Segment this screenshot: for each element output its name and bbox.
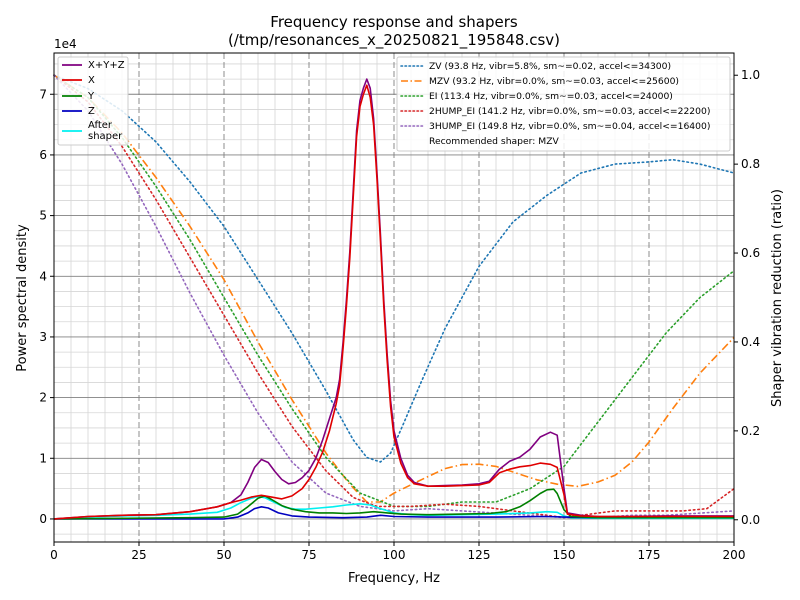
psd-line-1 [53, 84, 734, 520]
legend-psd-box [57, 56, 129, 146]
shaper-line-4 [53, 74, 735, 519]
x-tick-label: 25 [131, 548, 146, 562]
y-axis-title-left: Power spectral density [15, 224, 30, 372]
y-right-tick-label: 1.0 [741, 68, 760, 82]
legend-z-label: Z [88, 106, 95, 117]
x-tick-label: 50 [216, 548, 231, 562]
y-right-tick-label: 0.0 [741, 513, 760, 527]
psd-line-2 [53, 488, 734, 520]
y-tick-label: 2 [39, 391, 47, 405]
legend-ei-label: EI (113.4 Hz, vibr=0.0%, sm~=0.03, accel… [429, 91, 673, 102]
psd-line-0 [53, 78, 734, 520]
legend-recommended-label: Recommended shaper: MZV [429, 136, 559, 147]
chart-title-line1: Frequency response and shapers [270, 13, 518, 31]
y-right-tick-label: 0.8 [741, 157, 760, 171]
shaper-line-1 [53, 74, 735, 503]
x-tick-label: 150 [553, 548, 576, 562]
x-tick-label: 175 [638, 548, 661, 562]
legend-x-label: X [88, 75, 95, 86]
x-tick-label: 0 [50, 548, 58, 562]
y-tick-label: 4 [39, 269, 47, 283]
x-tick-label: 125 [468, 548, 491, 562]
x-tick-label: 100 [383, 548, 406, 562]
legend-after-label: After shaper [88, 120, 123, 142]
y-tick-label: 3 [39, 330, 47, 344]
x-axis-title: Frequency, Hz [348, 571, 440, 586]
shaper-line-0 [53, 74, 735, 463]
y-scale-multiplier: 1e4 [54, 37, 77, 51]
shaper-line-3 [53, 74, 735, 519]
y-right-tick-label: 0.6 [741, 246, 760, 260]
axis-ticks: 0 25 50 75 100 125 150 175 200 0 1 2 3 4 5 6 7 0.0 0.2 0.4 0… [39, 68, 760, 562]
shaper-series-layer [53, 74, 735, 519]
y-right-tick-label: 0.2 [741, 424, 760, 438]
legend-3hump-label: 3HUMP_EI (149.8 Hz, vibr=0.0%, sm~=0.04,… [429, 121, 710, 132]
legend-shapers: ZV (93.8 Hz, vibr=5.8%, sm~=0.02, accel<… [396, 56, 731, 152]
psd-line-4 [53, 495, 734, 520]
y-tick-label: 1 [39, 451, 47, 465]
y-tick-label: 6 [39, 148, 47, 162]
legend-xyz-label: X+Y+Z [88, 60, 125, 71]
legend-zv-label: ZV (93.8 Hz, vibr=5.8%, sm~=0.02, accel<… [429, 61, 671, 72]
chart-title-line2: (/tmp/resonances_x_20250821_195848.csv) [228, 31, 560, 50]
legend-mzv-label: MZV (93.2 Hz, vibr=0.0%, sm~=0.03, accel… [429, 76, 679, 87]
y-tick-label: 5 [39, 209, 47, 223]
legend-y-label: Y [87, 91, 95, 102]
y-tick-label: 7 [39, 87, 47, 101]
legend-2hump-label: 2HUMP_EI (141.2 Hz, vibr=0.0%, sm~=0.03,… [429, 106, 710, 117]
x-tick-label: 200 [723, 548, 746, 562]
psd-series-layer [53, 78, 734, 520]
psd-line-3 [54, 506, 734, 520]
y-right-tick-label: 0.4 [741, 335, 760, 349]
y-axis-title-right: Shaper vibration reduction (ratio) [770, 189, 785, 407]
x-tick-label: 75 [301, 548, 316, 562]
y-tick-label: 0 [39, 512, 47, 526]
legend-psd: X+Y+Z X Y Z After shaper [57, 56, 129, 146]
legend-shapers-box [396, 56, 731, 152]
